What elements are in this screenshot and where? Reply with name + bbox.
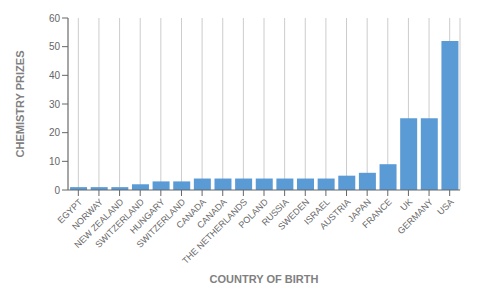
svg-text:GERMANY: GERMANY xyxy=(396,197,435,236)
svg-text:EGYPT: EGYPT xyxy=(55,196,85,226)
svg-text:60: 60 xyxy=(49,13,61,24)
svg-text:SWITZERLAND: SWITZERLAND xyxy=(134,196,188,250)
svg-text:HUNGARY: HUNGARY xyxy=(128,196,167,236)
svg-text:SWEDEN: SWEDEN xyxy=(276,196,312,232)
svg-text:RUSSIA: RUSSIA xyxy=(259,196,291,228)
svg-text:FRANCE: FRANCE xyxy=(360,197,393,230)
svg-text:10: 10 xyxy=(49,156,61,167)
svg-text:NORWAY: NORWAY xyxy=(70,196,105,232)
svg-text:UK: UK xyxy=(398,197,414,213)
svg-text:0: 0 xyxy=(54,185,60,196)
svg-text:COUNTRY OF BIRTH: COUNTRY OF BIRTH xyxy=(210,273,319,285)
svg-text:AUSTRIA: AUSTRIA xyxy=(318,197,353,232)
svg-text:CHEMISTRY PRIZES: CHEMISTRY PRIZES xyxy=(14,51,26,158)
svg-text:JAPAN: JAPAN xyxy=(346,196,374,224)
svg-text:POLAND: POLAND xyxy=(236,196,270,231)
svg-text:40: 40 xyxy=(49,70,61,81)
svg-text:SWITZERLAND: SWITZERLAND xyxy=(93,196,147,250)
svg-text:CANADA: CANADA xyxy=(195,196,229,231)
svg-text:USA: USA xyxy=(435,197,455,217)
svg-text:30: 30 xyxy=(49,99,61,110)
svg-text:50: 50 xyxy=(49,41,61,52)
svg-text:THE NETHERLANDS: THE NETHERLANDS xyxy=(180,197,249,266)
svg-text:ISRAEL: ISRAEL xyxy=(302,196,332,227)
svg-text:20: 20 xyxy=(49,127,61,138)
svg-text:CANADA: CANADA xyxy=(174,196,208,231)
svg-text:NEW ZEALAND: NEW ZEALAND xyxy=(72,196,126,250)
